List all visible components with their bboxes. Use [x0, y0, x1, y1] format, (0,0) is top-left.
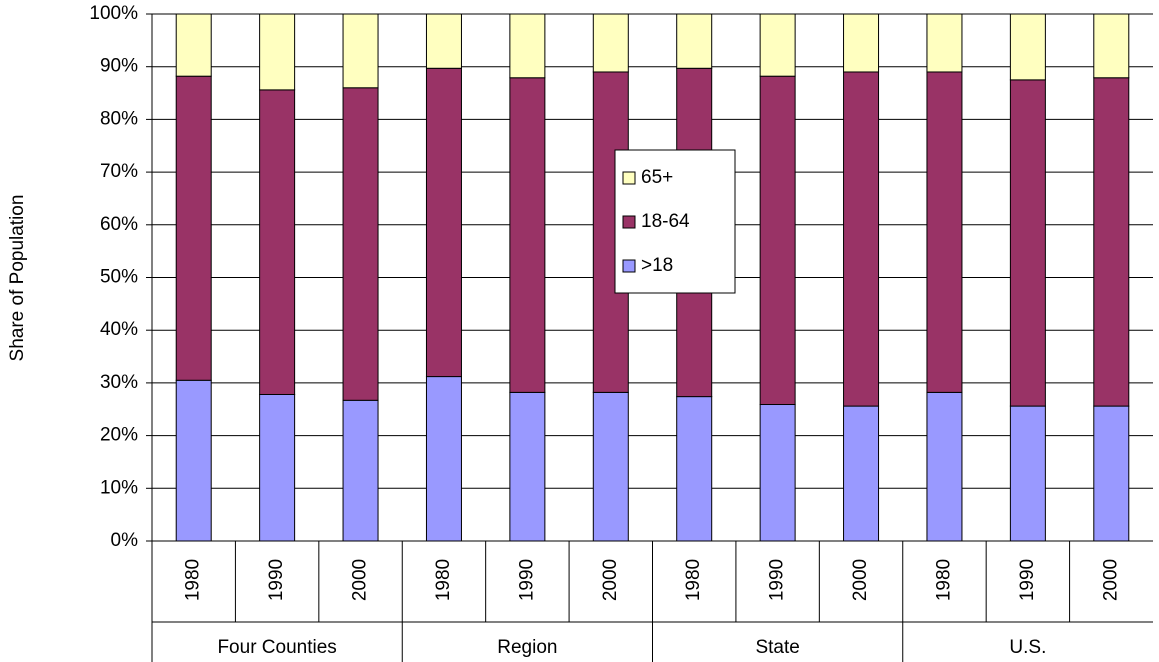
bar-segment	[175, 379, 212, 542]
legend-swatch	[622, 215, 636, 229]
bar-segment	[926, 13, 963, 73]
bar-segment	[592, 13, 629, 73]
x-tick-label: 1990	[767, 559, 788, 601]
bar-segment	[175, 13, 212, 77]
bar-segment	[759, 75, 796, 406]
x-tick-label: 1980	[433, 559, 454, 601]
x-tick-label: 1980	[183, 559, 204, 601]
bar-segment	[259, 393, 296, 542]
legend-swatch	[622, 259, 636, 273]
legend-label: 65+	[641, 167, 673, 188]
legend: 65+ 18-64 >18	[614, 149, 736, 294]
bar-segment	[926, 71, 963, 393]
x-tick-label: 1990	[1017, 559, 1038, 601]
bar-segment	[1009, 79, 1046, 407]
bar-segment	[843, 13, 880, 73]
bar-segment	[926, 391, 963, 542]
legend-swatch	[622, 171, 636, 185]
bar-segment	[1093, 13, 1130, 79]
y-tick-label: 30%	[100, 372, 138, 393]
bar-segment	[342, 87, 379, 401]
bar-segment	[676, 396, 713, 542]
group-label: U.S.	[1009, 637, 1046, 658]
y-tick-label: 90%	[100, 56, 138, 77]
bar-segment	[509, 77, 546, 393]
bar-segment	[592, 391, 629, 542]
bar-segment	[676, 13, 713, 69]
y-tick-label: 0%	[111, 530, 139, 551]
bar-segment	[1093, 405, 1130, 542]
bar-segment	[843, 71, 880, 407]
y-tick-label: 20%	[100, 425, 138, 446]
y-axis-label: Share of Population	[7, 195, 28, 362]
bar-segment	[175, 75, 212, 381]
bar-segment	[1093, 77, 1130, 407]
bar-segment	[759, 404, 796, 542]
bar-segment	[1009, 13, 1046, 81]
legend-label: 18-64	[641, 211, 690, 232]
y-tick-label: 80%	[100, 108, 138, 129]
bar-segment	[259, 13, 296, 91]
group-label: Four Counties	[217, 637, 336, 658]
x-tick-label: 2000	[850, 559, 871, 601]
bar-segment	[425, 376, 462, 542]
bar-segment	[759, 13, 796, 77]
bar-segment	[509, 391, 546, 542]
bar-segment	[1009, 405, 1046, 542]
y-tick-label: 50%	[100, 267, 138, 288]
bar-segment	[342, 399, 379, 542]
y-tick-label: 10%	[100, 477, 138, 498]
bar-segment	[259, 89, 296, 395]
y-tick-label: 40%	[100, 319, 138, 340]
bar-segment	[342, 13, 379, 89]
x-tick-label: 2000	[350, 559, 371, 601]
legend-label: >18	[641, 255, 673, 276]
y-tick-label: 60%	[100, 214, 138, 235]
y-tick-label: 100%	[89, 3, 138, 24]
x-tick-label: 1980	[933, 559, 954, 601]
x-tick-label: 1980	[683, 559, 704, 601]
bar-segment	[425, 67, 462, 378]
group-label: Region	[497, 637, 557, 658]
x-tick-label: 2000	[600, 559, 621, 601]
group-label: State	[755, 637, 799, 658]
x-tick-label: 1990	[266, 559, 287, 601]
x-tick-label: 2000	[1100, 559, 1121, 601]
bar-segment	[509, 13, 546, 79]
bar-segment	[425, 13, 462, 69]
bar-segment	[843, 405, 880, 542]
y-tick-label: 70%	[100, 161, 138, 182]
x-tick-label: 1990	[516, 559, 537, 601]
